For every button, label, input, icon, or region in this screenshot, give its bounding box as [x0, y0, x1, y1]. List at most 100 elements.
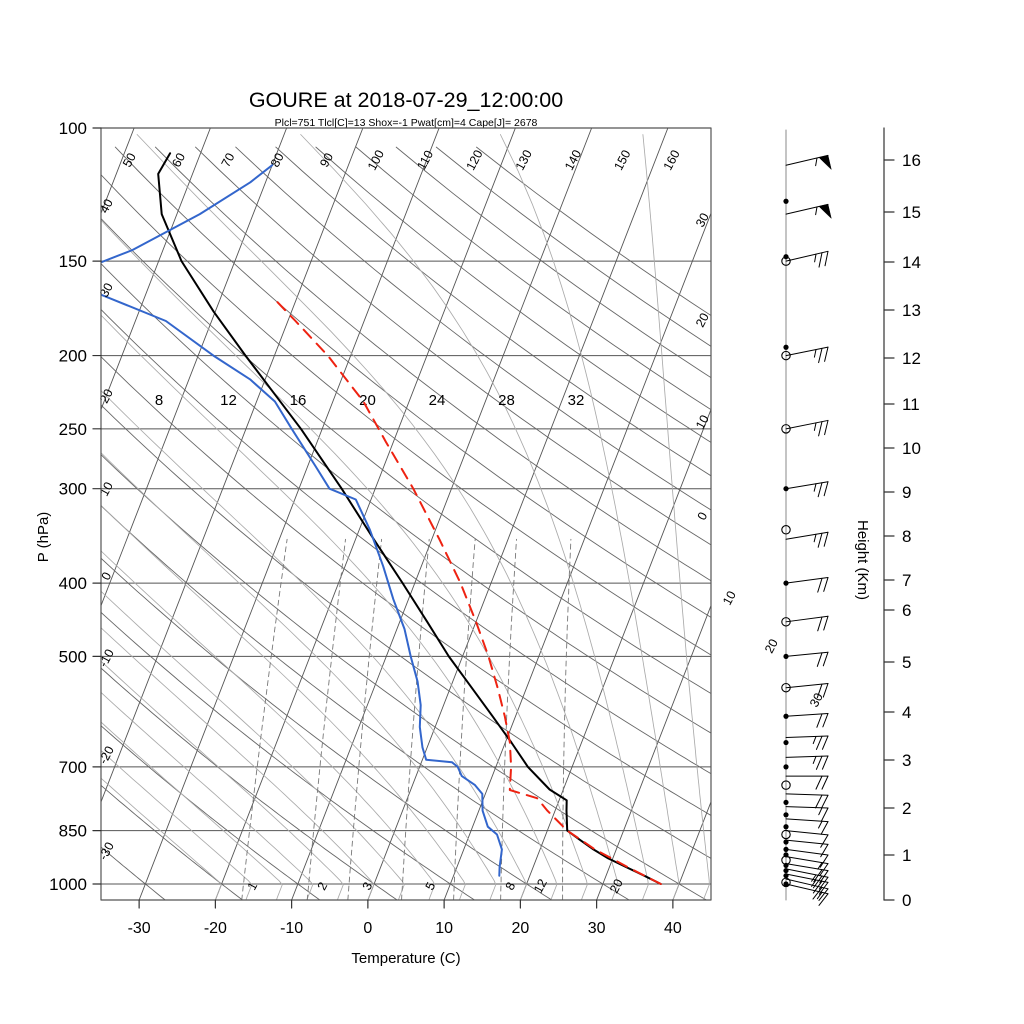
dry-adiabat-label: 90 [317, 151, 336, 170]
x-tick-label: -10 [280, 920, 303, 937]
wind-barb-half [817, 862, 823, 870]
wind-barb-full [821, 775, 829, 790]
wind-barb-half [812, 735, 817, 745]
wind-barb [785, 793, 829, 809]
wind-barb-shaft [785, 856, 829, 865]
mixing-ratio-line [401, 538, 430, 900]
wind-barb [785, 863, 829, 884]
height-tick-label: 12 [902, 349, 921, 368]
pressure-axis-label: P (hPa) [35, 512, 52, 563]
isotherm-label-right: 30 [693, 211, 712, 230]
wind-level-dot [783, 846, 789, 852]
wind-barb-full [820, 843, 829, 858]
wind-barb-full [815, 735, 823, 750]
wind-barb-full [815, 794, 823, 809]
mixing-ratio-line [453, 538, 476, 900]
wind-barb-pennant [818, 204, 832, 220]
moist-adiabat-line [101, 314, 558, 900]
wind-level-dot [783, 344, 789, 350]
wind-level-circle [781, 682, 791, 693]
mixing-ratio-line [241, 538, 288, 900]
dry-adiabat-line [101, 404, 711, 859]
wind-barb [785, 683, 829, 699]
wind-barb-full [823, 481, 829, 497]
isotherm-label-right: 20 [693, 311, 712, 330]
wind-barb [785, 712, 829, 728]
wind-barb [785, 775, 829, 790]
temperature-axis-label: Temperature (C) [351, 950, 460, 967]
mixing-ratio-line [347, 538, 383, 900]
moist-adiabat-line [642, 134, 710, 900]
wind-barb [785, 856, 829, 877]
wind-barb [785, 531, 829, 548]
wind-barb-full [820, 834, 829, 848]
dry-adiabat-label: 50 [120, 151, 139, 170]
moist-adiabat-line [101, 452, 497, 900]
moist-adiabat-line [101, 721, 283, 900]
wind-barb-full [817, 616, 823, 632]
isotherm-line [519, 408, 711, 900]
wind-barb-full [818, 252, 823, 268]
wind-barb-full [817, 482, 823, 498]
p-tick-label: 150 [59, 252, 87, 271]
x-tick-label: 10 [435, 920, 453, 937]
mixing-ratio-line [306, 538, 346, 900]
wind-level-dot [783, 824, 789, 830]
height-tick-label: 8 [902, 527, 911, 546]
dry-adiabat-line [154, 146, 711, 582]
wind-barb-half [815, 206, 818, 216]
wind-barb-shaft [785, 615, 829, 623]
wind-barb-full [824, 346, 829, 362]
wind-barb [785, 755, 829, 770]
moist-adiabat-label: 28 [498, 392, 515, 409]
wind-level-dot [783, 881, 789, 887]
dry-adiabat-line [101, 356, 711, 816]
wind-barb-full [816, 652, 823, 667]
wind-level-circle [781, 424, 791, 434]
isotherm-label-right: 30 [807, 691, 826, 710]
wind-barb-full [818, 421, 823, 437]
profile-parcel-line [272, 297, 662, 885]
height-tick-label: 9 [902, 483, 911, 502]
wind-barb-full [815, 755, 823, 770]
wind-barb-shaft [785, 481, 829, 490]
isotherm-line [214, 128, 516, 900]
p-tick-label: 400 [59, 574, 87, 593]
wind-level-circle [781, 350, 791, 361]
wind-barb-full [816, 683, 823, 699]
x-tick-label: 40 [664, 920, 682, 937]
dry-adiabat-line [101, 308, 711, 775]
dry-adiabat-line [395, 146, 711, 379]
dry-adiabat-line [195, 146, 711, 546]
wind-barb-full [821, 735, 829, 750]
wind-level-dot [783, 764, 789, 770]
wind-barb [785, 615, 829, 632]
moist-adiabat-label: 20 [359, 392, 376, 409]
moist-adiabat-line [101, 219, 588, 900]
wind-barb-half [813, 349, 817, 358]
temperature-axis: -30 -20 -10 0 10 20 30 40 [128, 899, 682, 937]
wind-barb-full [812, 875, 823, 889]
dry-adiabat-line [101, 505, 630, 900]
wind-barb-full [812, 886, 823, 900]
wind-level-circle [781, 780, 791, 790]
dry-adiabat-line [101, 784, 243, 900]
isotherm-label-left: 20 [97, 387, 116, 406]
wind-barb-shaft [785, 712, 829, 717]
moist-adiabat-line [101, 627, 375, 900]
wind-barb-full [819, 854, 829, 868]
moist-adiabat-line [101, 390, 527, 900]
wind-level-dot [783, 198, 789, 204]
wind-barb-full [824, 419, 829, 436]
wind-barb [785, 250, 829, 268]
dry-adiabat-line [101, 454, 707, 900]
wind-barb-half [818, 807, 823, 816]
wind-barb-column [781, 129, 832, 906]
wind-barb-shaft [785, 755, 829, 758]
x-tick-label: -20 [204, 920, 227, 937]
height-tick-label: 14 [902, 253, 921, 272]
wind-barb-shaft [785, 346, 829, 357]
wind-level-dot [783, 852, 789, 858]
wind-barb-half [813, 533, 817, 543]
